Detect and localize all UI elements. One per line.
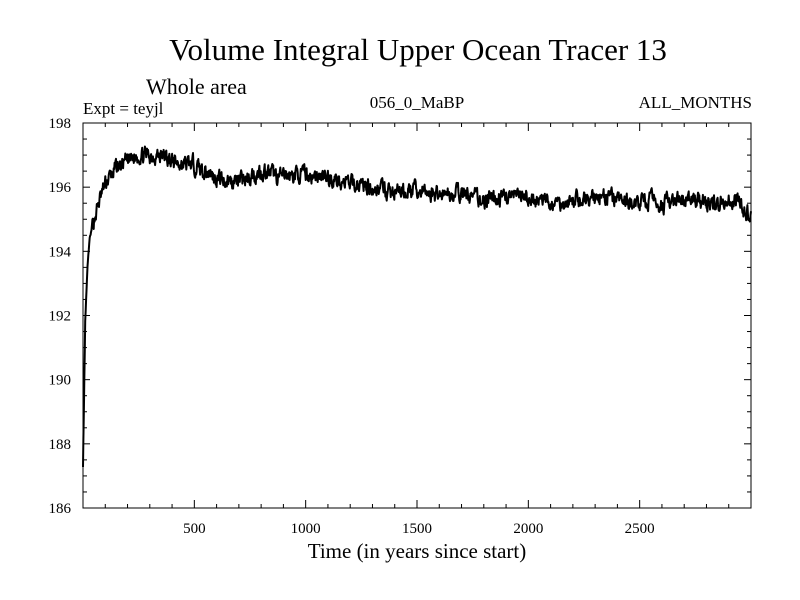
x-tick-label: 1500 [402,521,432,537]
y-tick-label: 186 [49,501,72,517]
months-label: ALL_MONTHS [639,93,752,112]
x-axis-label: Time (in years since start) [308,539,527,563]
y-tick-label: 188 [49,437,72,453]
y-tick-label: 196 [49,180,72,196]
y-tick-label: 198 [49,116,72,132]
y-tick-label: 192 [49,309,72,325]
series-line [82,145,752,468]
x-tick-label: 500 [183,521,206,537]
chart-subtitle: Whole area [146,74,247,99]
plot-frame [82,122,752,509]
x-tick-label: 2000 [513,521,543,537]
expt-label: Expt = teyjl [83,99,164,118]
y-tick-label: 190 [49,373,72,389]
run-label: 056_0_MaBP [370,93,464,112]
x-tick-label: 2500 [625,521,655,537]
y-tick-label: 194 [49,244,72,260]
x-tick-label: 1000 [291,521,321,537]
chart-title: Volume Integral Upper Ocean Tracer 13 [169,32,667,67]
